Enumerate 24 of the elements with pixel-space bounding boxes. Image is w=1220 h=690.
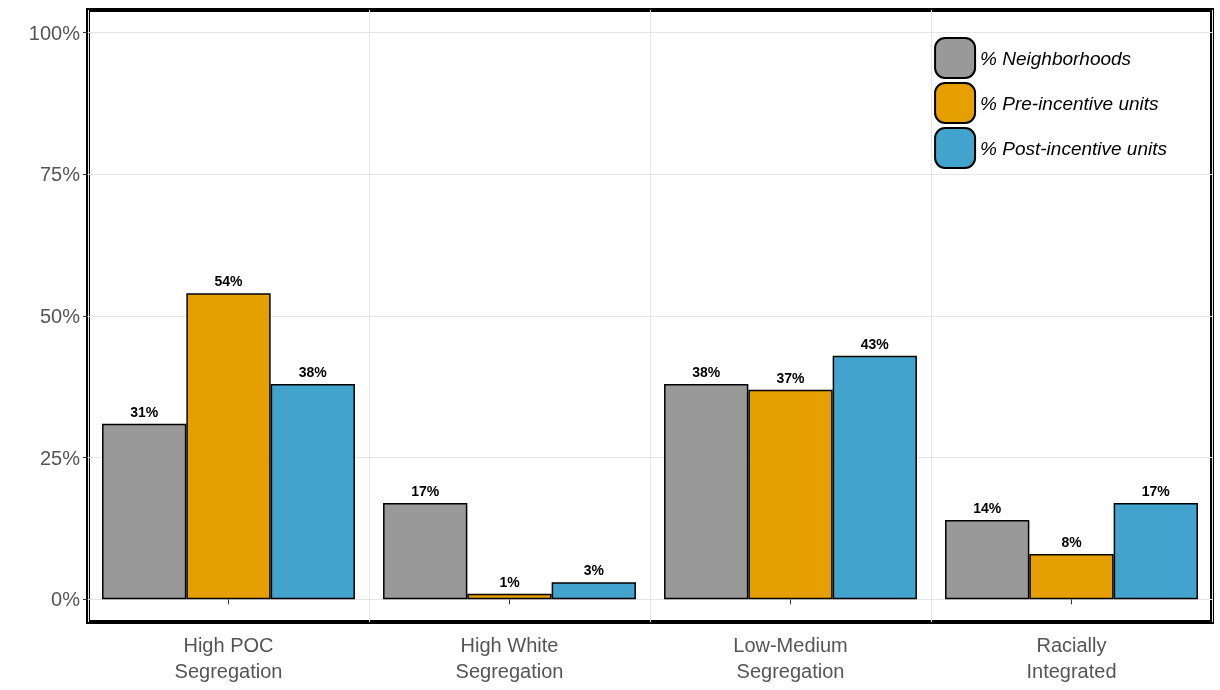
data-label: 17%	[411, 483, 440, 499]
y-tick-label: 100%	[28, 21, 81, 44]
y-tick-label: 75%	[39, 163, 81, 186]
legend-label: % Post-incentive units	[980, 137, 1168, 159]
data-label: 38%	[692, 364, 721, 380]
legend-label: % Neighborhoods	[980, 47, 1132, 69]
x-tick-label: High White Segregation	[455, 634, 564, 682]
x-tick-label: High POC Segregation	[174, 634, 283, 682]
data-label: 1%	[499, 573, 521, 590]
x-tick-label: Racially Integrated	[1026, 634, 1117, 682]
data-label: 43%	[860, 335, 890, 352]
data-label: 3%	[583, 562, 605, 579]
y-tick-label: 25%	[39, 446, 81, 469]
data-label: 38%	[298, 364, 328, 380]
x-tick-label: Low-Medium Segregation	[733, 634, 848, 682]
data-label: 8%	[1061, 534, 1083, 550]
data-label: 17%	[1141, 483, 1171, 499]
y-tick-label: 0%	[51, 588, 81, 611]
data-label: 37%	[776, 369, 806, 386]
data-label: 54%	[214, 273, 244, 290]
y-tick-label: 50%	[39, 305, 81, 327]
data-label: 31%	[130, 403, 159, 420]
data-label: 14%	[973, 500, 1002, 516]
legend-label: % Pre-incentive units	[980, 92, 1160, 114]
